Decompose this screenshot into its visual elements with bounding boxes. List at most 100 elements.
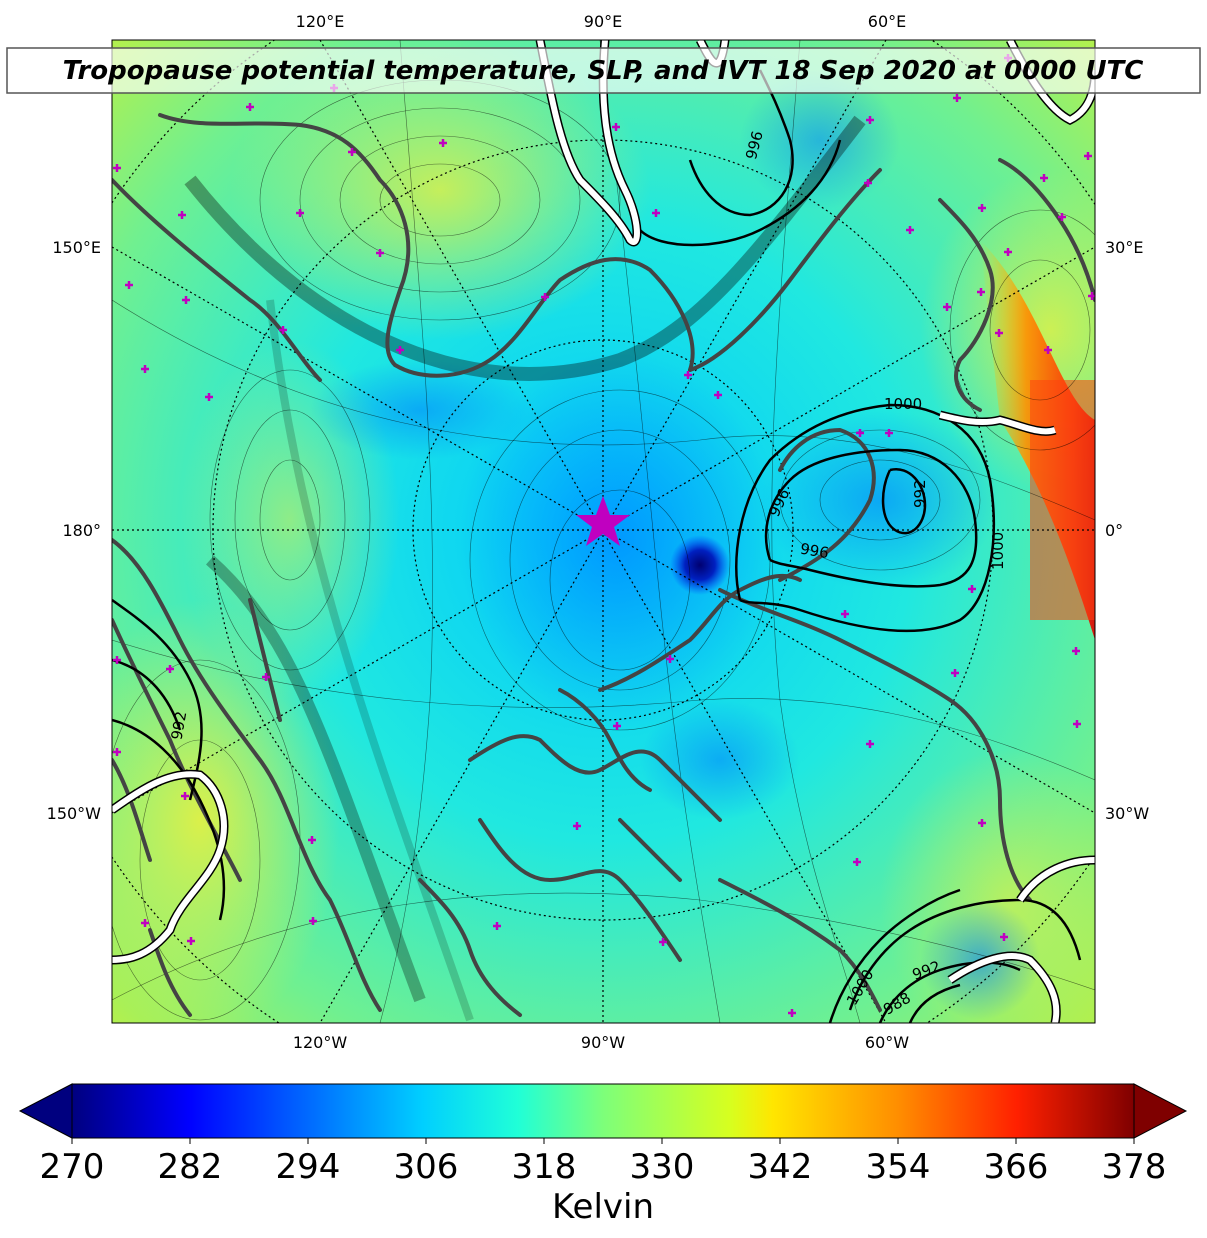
colorbar-min-extend (18, 1083, 73, 1139)
station-plus-icon (125, 281, 133, 289)
station-plus-icon (439, 139, 447, 147)
station-plus-icon (659, 938, 667, 946)
station-plus-icon (141, 365, 149, 373)
station-plus-icon (951, 669, 959, 677)
station-plus-icon (309, 917, 317, 925)
station-plus-icon (652, 209, 660, 217)
colorbar-tick-label: 354 (866, 1147, 931, 1187)
station-plus-icon (788, 1009, 796, 1017)
station-markers (113, 54, 1095, 1017)
station-plus-icon (1072, 647, 1080, 655)
slp-label: 1000 (884, 395, 922, 413)
lon-label-120w: 120°W (293, 1033, 348, 1052)
title-box: Tropopause potential temperature, SLP, a… (6, 47, 1201, 94)
coastlines (112, 113, 1095, 1017)
station-plus-icon (246, 103, 254, 111)
station-plus-icon (113, 748, 121, 756)
colorbar-tick-label: 294 (276, 1147, 341, 1187)
slp-label: 992 (911, 479, 929, 508)
lat-label-30e: 30°E (1105, 238, 1143, 257)
station-plus-icon (853, 858, 861, 866)
colorbar-body (71, 1083, 1135, 1139)
colorbar-tick-label: 378 (1102, 1147, 1167, 1187)
station-plus-icon (178, 211, 186, 219)
station-plus-icon (1073, 720, 1081, 728)
colorbar: 270 282 294 306 318 330 342 354 366 378 Kelvin (18, 1083, 1188, 1227)
station-plus-icon (1044, 346, 1052, 354)
colorbar-tick-label: 282 (158, 1147, 223, 1187)
map-frame (111, 39, 1096, 1024)
station-plus-icon (573, 822, 581, 830)
station-plus-icon (205, 393, 213, 401)
lon-label-60w: 60°W (865, 1033, 909, 1052)
lon-label-60e: 60°E (868, 12, 906, 31)
slp-label: 996 (799, 540, 830, 563)
station-plus-icon (977, 288, 985, 296)
lon-label-120e: 120°E (296, 12, 345, 31)
lon-label-90w: 90°W (581, 1033, 625, 1052)
station-plus-icon (864, 179, 872, 187)
station-plus-icon (841, 610, 849, 618)
station-plus-icon (978, 819, 986, 827)
station-plus-icon (906, 226, 914, 234)
station-plus-icon (943, 303, 951, 311)
station-plus-icon (666, 655, 674, 663)
colorbar-label: Kelvin (552, 1187, 654, 1227)
colorbar-tick-label: 318 (512, 1147, 577, 1187)
map-panel (112, 40, 1095, 1023)
station-plus-icon (885, 429, 893, 437)
slp-contours (112, 69, 1082, 1023)
lat-label-150w: 150°W (47, 804, 102, 823)
lat-labels-right: 30°E 0° 30°W (1105, 238, 1149, 823)
colorbar-tick-label: 366 (984, 1147, 1049, 1187)
station-plus-icon (262, 673, 270, 681)
colorbar-max-extend (1133, 1083, 1188, 1139)
station-plus-icon (1000, 933, 1008, 941)
slp-label: 992 (168, 710, 191, 741)
station-plus-icon (279, 326, 287, 334)
lat-label-0: 0° (1105, 521, 1123, 540)
slp-label: 1000 (989, 532, 1007, 570)
station-plus-icon (714, 391, 722, 399)
colorbar-ticks: 270 282 294 306 318 330 342 354 366 378 (40, 1138, 1167, 1187)
slp-contour-labels: 1000 996 996 992 1000 992 1000 992 988 9… (168, 129, 1007, 1019)
station-plus-icon (1004, 248, 1012, 256)
station-plus-icon (995, 329, 1003, 337)
colorbar-tick-label: 330 (630, 1147, 695, 1187)
station-plus-icon (684, 371, 692, 379)
station-plus-icon (308, 836, 316, 844)
colorbar-tick-label: 270 (40, 1147, 105, 1187)
lon-label-90e: 90°E (584, 12, 622, 31)
station-plus-icon (856, 429, 864, 437)
station-plus-icon (612, 123, 620, 131)
station-plus-icon (113, 656, 121, 664)
pole-star-icon (576, 496, 630, 546)
station-plus-icon (182, 296, 190, 304)
station-plus-icon (866, 116, 874, 124)
colorbar-tick-label: 342 (748, 1147, 813, 1187)
station-plus-icon (493, 922, 501, 930)
page-title: Tropopause potential temperature, SLP, a… (63, 56, 1144, 86)
station-plus-icon (1040, 174, 1048, 182)
lon-labels-bottom: 120°W 90°W 60°W (293, 1033, 909, 1052)
station-plus-icon (348, 148, 356, 156)
station-plus-icon (1058, 213, 1066, 221)
station-plus-icon (113, 164, 121, 172)
lat-labels-left: 150°E 180° 150°W (47, 238, 102, 823)
station-plus-icon (181, 792, 189, 800)
station-plus-icon (541, 293, 549, 301)
lat-label-30w: 30°W (1105, 804, 1149, 823)
station-plus-icon (166, 665, 174, 673)
station-plus-icon (953, 94, 961, 102)
lat-label-180: 180° (62, 521, 101, 540)
station-plus-icon (613, 722, 621, 730)
station-plus-icon (296, 209, 304, 217)
lon-labels-top: 120°E 90°E 60°E (296, 12, 907, 31)
colorbar-tick-label: 306 (394, 1147, 459, 1187)
station-plus-icon (376, 249, 384, 257)
station-plus-icon (141, 919, 149, 927)
station-plus-icon (187, 937, 195, 945)
station-plus-icon (968, 585, 976, 593)
station-plus-icon (866, 740, 874, 748)
station-plus-icon (396, 346, 404, 354)
